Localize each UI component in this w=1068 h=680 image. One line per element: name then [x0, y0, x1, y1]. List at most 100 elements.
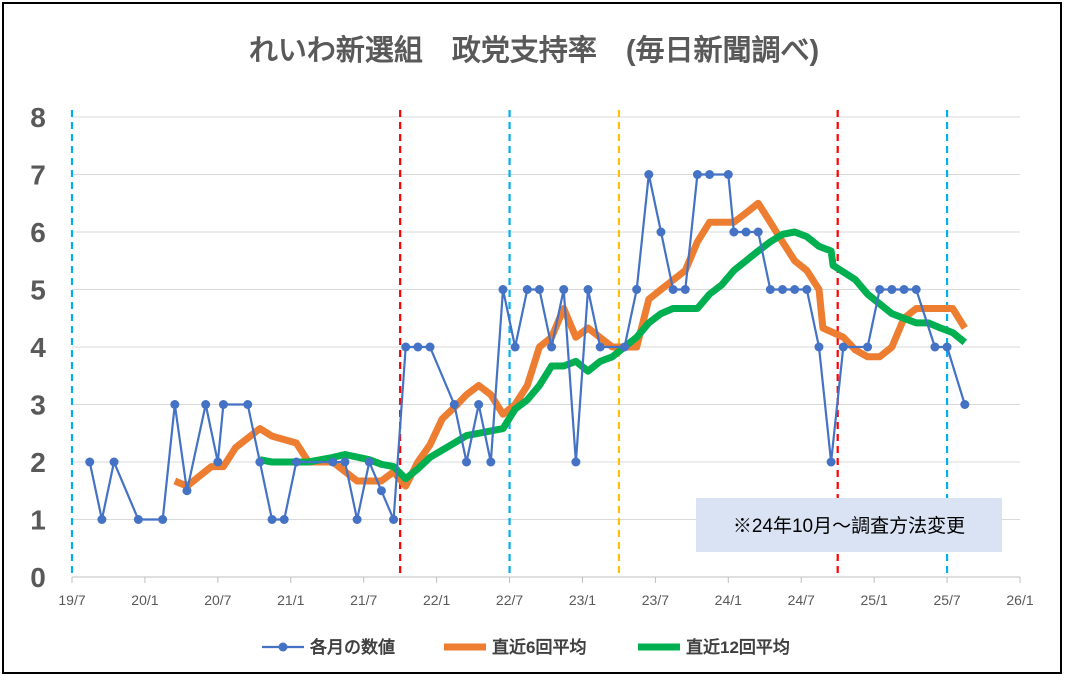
series-line-2: [173, 199, 968, 490]
x-tick-label: 20/7: [204, 592, 231, 608]
y-tick-label: 4: [30, 332, 46, 363]
data-point: [705, 170, 715, 179]
data-point: [522, 285, 532, 294]
x-tick-label: 24/1: [715, 592, 742, 608]
x-tick-label: 19/7: [58, 592, 85, 608]
data-point: [328, 457, 338, 467]
data-point: [218, 400, 228, 409]
annotation-text: ※24年10月～調査方法変更: [733, 515, 965, 537]
data-point: [826, 457, 836, 467]
x-tick-label: 20/1: [131, 592, 158, 608]
data-point: [474, 400, 484, 409]
data-point: [583, 285, 593, 294]
data-point: [534, 285, 544, 294]
legend: 各月の数値 直近6回平均 直近12回平均: [262, 637, 790, 657]
annotation-box: [696, 498, 1002, 552]
data-point: [109, 457, 119, 467]
y-tick-label: 7: [30, 160, 46, 191]
data-point: [559, 285, 569, 294]
data-point: [486, 457, 496, 467]
y-tick-label: 2: [30, 447, 46, 478]
data-point: [413, 342, 423, 352]
y-tick-label: 3: [30, 390, 46, 421]
data-point: [182, 486, 192, 496]
y-tick-label: 6: [30, 217, 46, 248]
x-tick-label: 22/7: [496, 592, 523, 608]
data-point: [790, 285, 800, 294]
data-point: [887, 285, 897, 294]
data-point: [364, 457, 374, 467]
x-tick-label: 23/1: [569, 592, 596, 608]
data-point: [838, 342, 848, 352]
data-point: [680, 285, 690, 294]
data-point: [158, 515, 168, 524]
y-tick-label: 8: [30, 102, 46, 133]
data-point: [279, 515, 289, 524]
data-point: [729, 227, 739, 237]
y-tick-label: 5: [30, 275, 46, 306]
data-point: [942, 342, 952, 352]
data-point: [425, 342, 435, 352]
data-point: [899, 285, 909, 294]
data-point: [291, 457, 301, 467]
data-point: [911, 285, 921, 294]
data-point: [595, 342, 605, 352]
data-point: [340, 457, 350, 467]
data-point: [668, 285, 678, 294]
data-point: [741, 227, 751, 237]
data-point: [449, 400, 459, 409]
data-point: [510, 342, 520, 352]
data-point: [352, 515, 362, 524]
chart: れいわ新選組 政党支持率 (毎日新聞調べ) 0 1 2 3 4 5 6 7 8 19/7 20/1…: [30, 33, 1034, 657]
data-point: [802, 285, 812, 294]
data-point: [255, 457, 265, 467]
data-point: [170, 400, 180, 409]
data-point: [814, 342, 824, 352]
data-point: [875, 285, 885, 294]
legend-label: 各月の数値: [309, 637, 395, 657]
data-point: [133, 515, 143, 524]
x-tick-label: 25/1: [861, 592, 888, 608]
x-tick-label: 24/7: [788, 592, 815, 608]
data-point: [201, 400, 211, 409]
data-point: [547, 342, 557, 352]
data-point: [462, 457, 472, 467]
data-point: [960, 400, 970, 409]
x-tick-label: 21/1: [277, 592, 304, 608]
x-tick-label: 21/7: [350, 592, 377, 608]
data-point: [401, 342, 411, 352]
data-point: [389, 515, 399, 524]
data-point: [753, 227, 763, 237]
data-point: [765, 285, 775, 294]
x-axis: 19/7 20/1 20/7 21/1 21/7 22/1 22/7 23/1 23/7 24/1…: [58, 576, 1034, 608]
x-tick-label: 25/7: [933, 592, 960, 608]
x-tick-label: 26/1: [1006, 592, 1033, 608]
data-point: [930, 342, 940, 352]
legend-marker: [278, 642, 288, 652]
data-point: [632, 285, 642, 294]
series-group: [85, 170, 970, 524]
data-point: [498, 285, 508, 294]
data-point: [243, 400, 253, 409]
data-point: [97, 515, 107, 524]
data-point: [620, 342, 630, 352]
data-point: [723, 170, 733, 179]
y-tick-label: 0: [30, 562, 46, 593]
data-point: [692, 170, 702, 179]
data-point: [656, 227, 666, 237]
series-line-1: [88, 173, 966, 521]
data-point: [644, 170, 654, 179]
data-point: [85, 457, 95, 467]
x-tick-label: 23/7: [642, 592, 669, 608]
data-point: [376, 486, 386, 496]
data-point: [778, 285, 788, 294]
legend-label: 直近12回平均: [686, 637, 790, 657]
y-tick-label: 1: [30, 505, 46, 536]
chart-title: れいわ新選組 政党支持率 (毎日新聞調べ): [249, 33, 819, 67]
series-line-3: [259, 228, 968, 483]
data-point: [267, 515, 277, 524]
grid: 0 1 2 3 4 5 6 7 8: [30, 102, 1020, 593]
legend-label: 直近6回平均: [492, 637, 586, 657]
data-point: [213, 457, 223, 467]
